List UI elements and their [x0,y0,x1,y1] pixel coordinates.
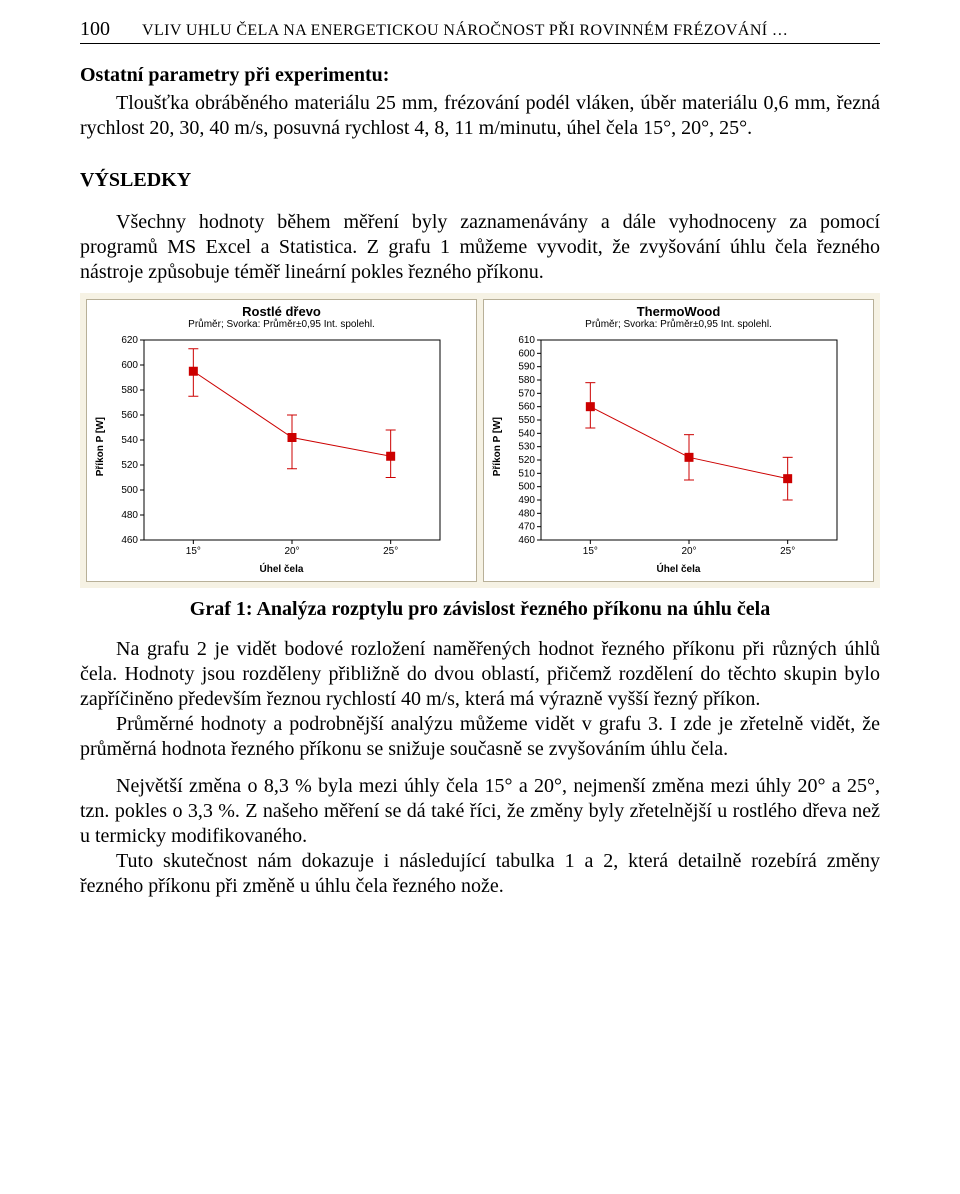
svg-text:500: 500 [121,485,138,496]
svg-text:560: 560 [121,410,138,421]
svg-text:600: 600 [121,360,138,371]
svg-text:530: 530 [518,442,535,453]
svg-text:15°: 15° [583,546,598,557]
svg-text:580: 580 [121,385,138,396]
chart-right-plot-wrap: Příkon P [W] 460 470 480 490 500 510 520 530 540… [490,332,867,562]
svg-text:460: 460 [121,535,138,546]
svg-text:480: 480 [518,508,535,519]
svg-text:600: 600 [518,348,535,359]
chart-left-subtitle: Průměr; Svorka: Průměr±0,95 Int. spolehl… [93,319,470,330]
chart-right: ThermoWood Průměr; Svorka: Průměr±0,95 I… [483,299,874,582]
svg-text:580: 580 [518,375,535,386]
svg-text:620: 620 [121,335,138,346]
running-title: VLIV UHLU ČELA NA ENERGETICKOU NÁROČNOST… [142,22,788,40]
chart-left-ylabel: Příkon P [W] [93,417,108,476]
para5: Tuto skutečnost nám dokazuje i následují… [80,849,880,899]
results-paragraph-1: Všechny hodnoty během měření byly zaznam… [80,210,880,285]
chart-left-plot-wrap: Příkon P [W] 460 480 500 520 540 560 580 600 620… [93,332,470,562]
chart-left: Rostlé dřevo Průměr; Svorka: Průměr±0,95… [86,299,477,582]
chart-right-xlabel: Úhel čela [490,564,867,575]
svg-text:25°: 25° [780,546,795,557]
figure-caption-1: Graf 1: Analýza rozptylu pro závislost ř… [80,598,880,621]
svg-text:570: 570 [518,388,535,399]
chart-right-ylabel: Příkon P [W] [490,417,505,476]
running-head: 100 VLIV UHLU ČELA NA ENERGETICKOU NÁROČ… [80,18,880,44]
svg-text:20°: 20° [681,546,696,557]
para3: Průměrné hodnoty a podrobnější analýzu m… [80,712,880,762]
results-heading: VÝSLEDKY [80,169,880,192]
svg-text:20°: 20° [284,546,299,557]
svg-text:560: 560 [518,402,535,413]
params-text: Tloušťka obráběného materiálu 25 mm, fré… [80,91,880,141]
chart-left-svg: 460 480 500 520 540 560 580 600 620 15° 20° 25° [108,332,448,562]
page: 100 VLIV UHLU ČELA NA ENERGETICKOU NÁROČ… [0,0,960,939]
svg-text:520: 520 [518,455,535,466]
chart-right-svg: 460 470 480 490 500 510 520 530 540 550 560 570 580 5… [505,332,845,562]
params-heading: Ostatní parametry při experimentu: [80,64,880,87]
chart-panel: Rostlé dřevo Průměr; Svorka: Průměr±0,95… [80,293,880,588]
chart-left-xlabel: Úhel čela [93,564,470,575]
svg-text:460: 460 [518,535,535,546]
svg-text:15°: 15° [186,546,201,557]
svg-text:25°: 25° [383,546,398,557]
svg-text:520: 520 [121,460,138,471]
svg-text:500: 500 [518,482,535,493]
params-paragraph: Tloušťka obráběného materiálu 25 mm, fré… [80,91,880,141]
svg-text:480: 480 [121,510,138,521]
chart-right-subtitle: Průměr; Svorka: Průměr±0,95 Int. spolehl… [490,319,867,330]
svg-text:470: 470 [518,522,535,533]
svg-text:590: 590 [518,362,535,373]
chart-left-title: Rostlé dřevo [93,304,470,319]
svg-text:610: 610 [518,335,535,346]
para2: Na grafu 2 je vidět bodové rozložení nam… [80,637,880,712]
svg-text:510: 510 [518,468,535,479]
body-after-chart: Na grafu 2 je vidět bodové rozložení nam… [80,637,880,899]
svg-text:550: 550 [518,415,535,426]
para1: Všechny hodnoty během měření byly zaznam… [80,210,880,285]
svg-text:540: 540 [518,428,535,439]
svg-text:540: 540 [121,435,138,446]
svg-text:490: 490 [518,495,535,506]
page-number: 100 [80,18,110,41]
para4: Největší změna o 8,3 % byla mezi úhly če… [80,774,880,849]
chart-right-title: ThermoWood [490,304,867,319]
